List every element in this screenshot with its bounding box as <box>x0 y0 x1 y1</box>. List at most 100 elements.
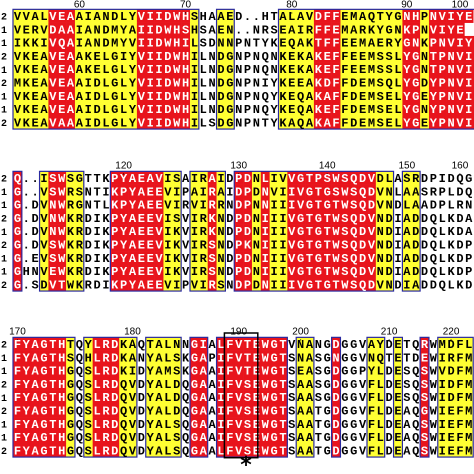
residue-shade <box>190 251 200 265</box>
residue-shade <box>278 337 288 351</box>
residue-shade <box>145 403 155 418</box>
residue-shade <box>128 75 138 90</box>
residue-shade <box>358 197 368 212</box>
residue-shade <box>322 251 332 265</box>
residue-shade <box>375 62 385 77</box>
residue-shade <box>428 89 439 103</box>
residue-shade <box>163 197 173 212</box>
residue-shade <box>48 363 58 378</box>
residue-shade <box>251 171 262 185</box>
residue-shade <box>367 22 377 37</box>
residue-shade <box>331 211 341 225</box>
residue-shade <box>74 237 85 252</box>
residue-shade <box>57 211 67 225</box>
residue-shade <box>225 403 235 418</box>
sequence-label: 2 <box>1 447 7 458</box>
ruler-dot: . <box>237 167 240 178</box>
residue-shade <box>30 22 40 37</box>
residue-shade <box>190 35 200 50</box>
residue-shade <box>128 184 138 199</box>
residue-shade <box>446 350 456 365</box>
residue-shade <box>163 350 173 365</box>
residue-shade <box>375 277 385 292</box>
residue-shade <box>136 264 147 279</box>
residue-shade <box>411 62 421 77</box>
residue-shade <box>313 75 324 90</box>
residue-shade <box>13 417 23 431</box>
residue-shade <box>455 363 465 378</box>
residue-shade <box>296 49 306 63</box>
residue-shade <box>163 115 173 130</box>
residue-shade <box>39 89 49 103</box>
residue-shade <box>464 102 474 117</box>
residue-shade <box>172 22 182 37</box>
residue-shade <box>83 102 93 117</box>
residue-shade <box>190 403 200 418</box>
residue-shade <box>305 62 315 77</box>
residue-shade <box>296 264 306 279</box>
residue-shade <box>296 184 306 199</box>
residue-shade <box>278 102 288 117</box>
residue-shade <box>198 417 208 431</box>
residue-shade <box>331 277 341 292</box>
residue-shade <box>269 377 279 391</box>
residue-shade <box>393 417 403 431</box>
residue-shade <box>136 49 147 63</box>
residue-shade <box>48 443 58 458</box>
residue-shade <box>243 443 253 458</box>
residue-shade <box>428 35 439 50</box>
residue-shade <box>455 337 465 351</box>
residue-shade <box>145 337 155 351</box>
residue-shade <box>251 363 262 378</box>
residue-shade <box>455 75 465 90</box>
residue-shade <box>57 171 67 185</box>
residue-shade <box>48 237 58 252</box>
residue-shade <box>243 337 253 351</box>
residue-shade <box>375 115 385 130</box>
residue-shade <box>260 430 270 445</box>
residue-shade <box>322 22 332 37</box>
residue-shade <box>305 49 315 63</box>
residue-shade <box>260 171 270 185</box>
residue-shade <box>411 264 421 279</box>
residue-shade <box>225 102 235 117</box>
residue-shade <box>30 115 40 130</box>
residue-shade <box>83 403 93 418</box>
residue-shade <box>101 363 111 378</box>
residue-shade <box>216 22 226 37</box>
residue-shade <box>74 251 85 265</box>
residue-shade <box>464 403 474 418</box>
residue-shade <box>349 115 359 130</box>
residue-shade <box>163 403 173 418</box>
residue-shade <box>322 211 332 225</box>
residue-shade <box>331 224 341 239</box>
residue-shade <box>305 350 315 365</box>
residue-shade <box>13 35 23 50</box>
residue-shade <box>305 171 315 185</box>
residue-shade <box>145 390 155 405</box>
residue-shade <box>331 390 341 405</box>
residue-shade <box>384 35 394 50</box>
residue-shade <box>21 363 31 378</box>
residue-shade <box>13 89 23 103</box>
residue-shade <box>287 277 297 292</box>
residue-shade <box>269 363 279 378</box>
residue-shade <box>349 89 359 103</box>
residue-shade <box>207 211 217 225</box>
residue-shade <box>464 49 474 63</box>
residue-shade <box>296 390 306 405</box>
residue-shade <box>57 443 67 458</box>
residue-shade <box>296 35 306 50</box>
residue-shade <box>402 89 412 103</box>
residue-shade <box>260 237 270 252</box>
residue-shade <box>145 115 155 130</box>
residue-shade <box>48 390 58 405</box>
residue-shade <box>154 115 164 130</box>
residue-shade <box>136 184 147 199</box>
ruler-number: 120 <box>115 161 132 172</box>
residue-shade <box>411 22 421 37</box>
residue-shade <box>225 443 235 458</box>
ruler-number: 160 <box>452 161 469 172</box>
